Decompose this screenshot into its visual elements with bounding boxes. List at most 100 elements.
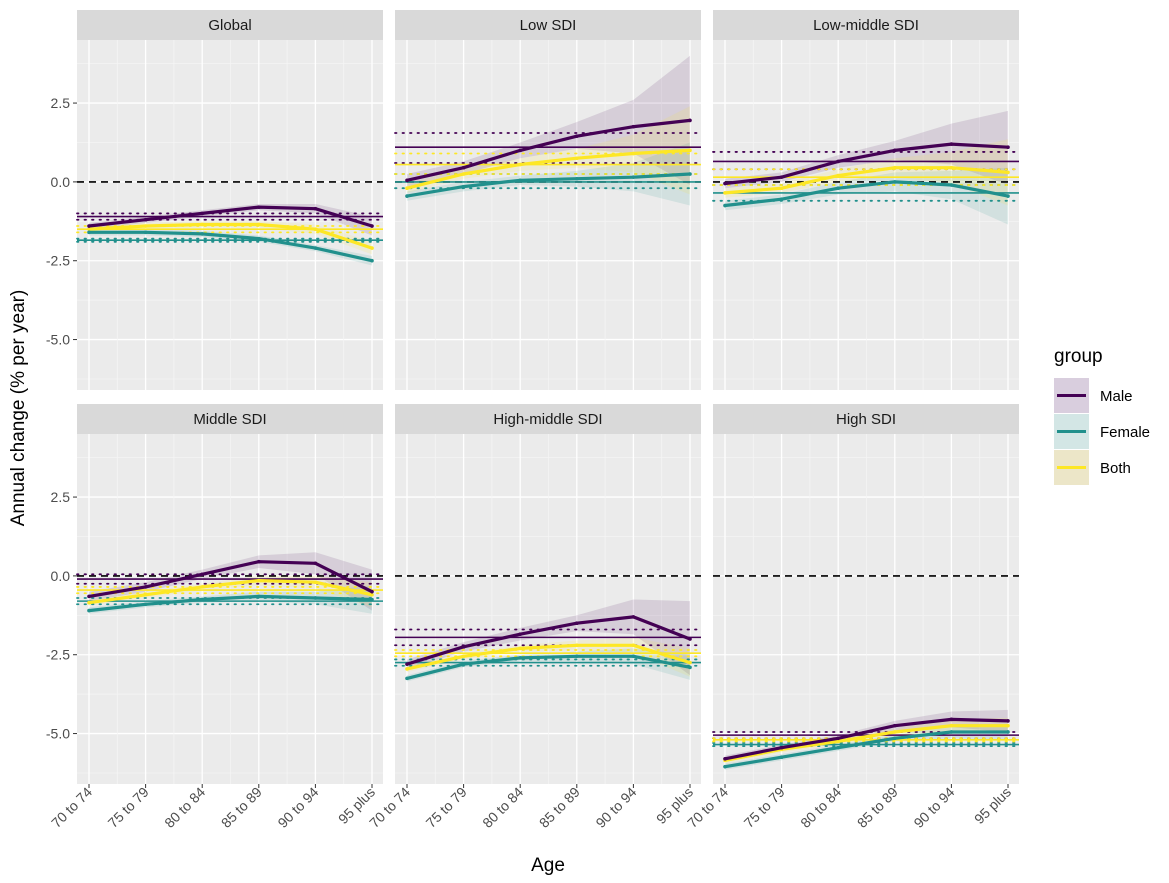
data-point-female [143,230,148,235]
data-point-male [688,118,692,123]
x-tick-label: 90 to 94 [910,784,957,831]
data-point-female [200,597,204,602]
x-tick-label: 90 to 94 [592,784,639,831]
data-point-both [461,172,466,176]
x-tick-label: 85 to 89 [218,784,265,831]
x-tick-label: 85 to 89 [854,784,901,831]
data-point-female [949,183,954,187]
y-axis-title: Annual change (% per year) [8,290,29,527]
legend-title: group [1054,346,1103,367]
data-point-female [313,596,318,600]
data-point-male [723,756,727,761]
legend-entry-both: Both [1054,450,1131,485]
panel-global: Global [76,10,384,390]
x-tick-label: 70 to 74 [48,784,95,831]
panel-title: Low SDI [520,17,577,34]
data-point-both [405,667,409,671]
data-point-female [518,178,522,183]
data-point-both [949,723,954,728]
x-axis-title: Age [531,855,565,876]
y-tick-label: 2.5 [51,489,71,505]
data-point-male [405,178,409,183]
x-tick-label: 90 to 94 [274,784,321,831]
data-point-male [893,148,897,153]
data-point-both [836,739,840,744]
data-point-female [461,662,466,666]
data-point-male [893,723,897,728]
series-line-male [405,615,692,666]
legend-label: Female [1100,424,1150,441]
data-point-male [779,745,784,750]
data-point-female [257,594,261,599]
data-point-male [1006,719,1010,723]
data-point-both [87,227,91,231]
data-point-male [949,142,954,146]
legend: group Male Female Both [1054,346,1150,485]
x-tick-label: 75 to 79 [105,784,152,831]
panel-low-middle-sdi: Low-middle SDI [712,10,1020,390]
panel-high-sdi: High SDI [712,404,1020,784]
data-point-both [313,580,318,584]
data-point-both [779,186,784,190]
panel-strip [713,404,1019,434]
panel-title: Low-middle SDI [813,17,919,34]
data-point-male [518,632,522,637]
data-point-both [87,600,91,605]
data-point-female [370,597,374,602]
x-tick-label: 95 plus [971,784,1014,827]
legend-entry-female: Female [1054,414,1150,449]
series-line-both [405,148,692,190]
data-point-female [200,232,204,236]
data-point-male [200,572,204,577]
data-point-both [461,654,466,659]
x-tick-label: 85 to 89 [536,784,583,831]
legend-entry-male: Male [1054,378,1133,413]
data-point-male [87,224,91,228]
data-point-female [723,764,727,769]
data-point-male [461,645,466,649]
data-point-both [200,222,204,227]
data-point-male [370,224,374,228]
data-point-male [779,175,784,179]
data-point-male [370,589,374,594]
panel-title: Global [208,17,251,34]
data-point-male [518,148,522,153]
data-point-both [688,660,692,665]
panel-high-middle-sdi: High-middle SDI [394,404,702,784]
panels-layer: Global Low SDI Low-middle SDI Middle SDI Hig… [76,10,1020,784]
x-tick-label: 75 to 79 [741,784,788,831]
data-point-female [405,676,409,681]
data-point-female [1006,194,1010,198]
series-line-male [723,717,1010,761]
x-axis-layer: 70 to 74 75 to 79 80 to 84 85 to 89 90 to 94… [48,784,1014,831]
data-point-female [313,246,318,250]
data-point-both [405,186,409,190]
y-tick-label: -2.5 [46,647,70,663]
data-point-male [836,736,840,741]
panel-title: High SDI [836,411,896,428]
data-point-female [949,730,954,734]
ribbon-female [407,142,690,206]
y-tick-label: -2.5 [46,253,70,269]
series-line-both [405,643,692,671]
data-point-male [575,621,579,625]
data-point-male [87,594,91,599]
panel-strip [77,10,383,40]
data-point-female [688,665,692,670]
series-line-female [405,654,692,681]
x-tick-label: 80 to 84 [479,784,526,831]
data-point-female [461,184,466,189]
y-tick-label: 2.5 [51,95,71,111]
panel-low-sdi: Low SDI [394,10,702,390]
data-point-male [1006,145,1010,150]
panel-title: High-middle SDI [493,411,602,428]
panel-background [713,40,1019,390]
y-tick-label: 0.0 [51,568,71,584]
series-line-female [723,180,1010,208]
data-point-female [723,203,727,208]
data-point-female [836,745,840,750]
panel-strip [713,10,1019,40]
data-point-female [575,654,579,659]
data-point-female [87,608,91,613]
x-tick-label: 80 to 84 [797,784,844,831]
